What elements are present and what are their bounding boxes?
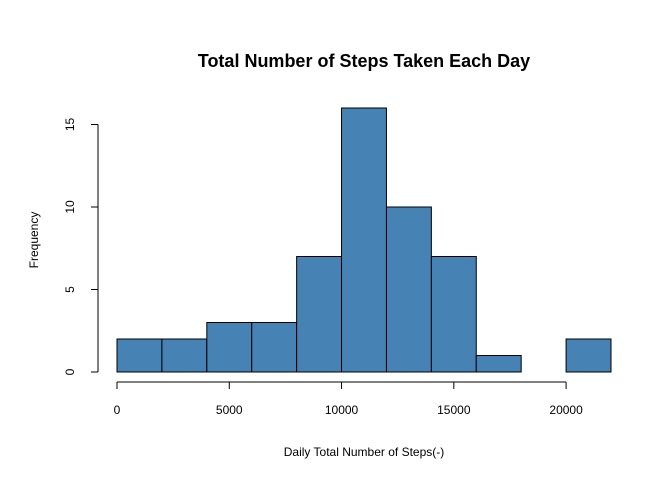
histogram-bar [565,338,612,373]
y-axis-label: Frequency [27,212,41,269]
x-axis-label: Daily Total Number of Steps(-) [284,445,445,459]
chart-title: Total Number of Steps Taken Each Day [198,51,530,71]
y-axis: 0 5 10 15 [63,118,99,375]
x-tick-label: 20000 [549,403,583,417]
histogram-bar [475,355,522,373]
histogram-bar [385,206,432,373]
bars-group [116,107,612,373]
x-tick-label: 15000 [437,403,471,417]
y-tick-label: 0 [63,368,77,375]
histogram-bar [341,107,387,373]
histogram-bar [161,338,208,373]
histogram-bar [251,322,298,373]
x-tick-label: 5000 [216,403,243,417]
histogram-bar [116,338,163,373]
y-tick-label: 10 [63,200,77,214]
x-tick-label: 10000 [325,403,359,417]
histogram-bar [206,322,253,373]
histogram-bar [430,256,477,373]
x-axis: 0 5000 10000 15000 20000 [114,381,583,417]
y-tick-label: 5 [63,286,77,293]
y-tick-label: 15 [63,118,77,132]
histogram-bar [296,256,343,373]
x-tick-label: 0 [114,403,121,417]
